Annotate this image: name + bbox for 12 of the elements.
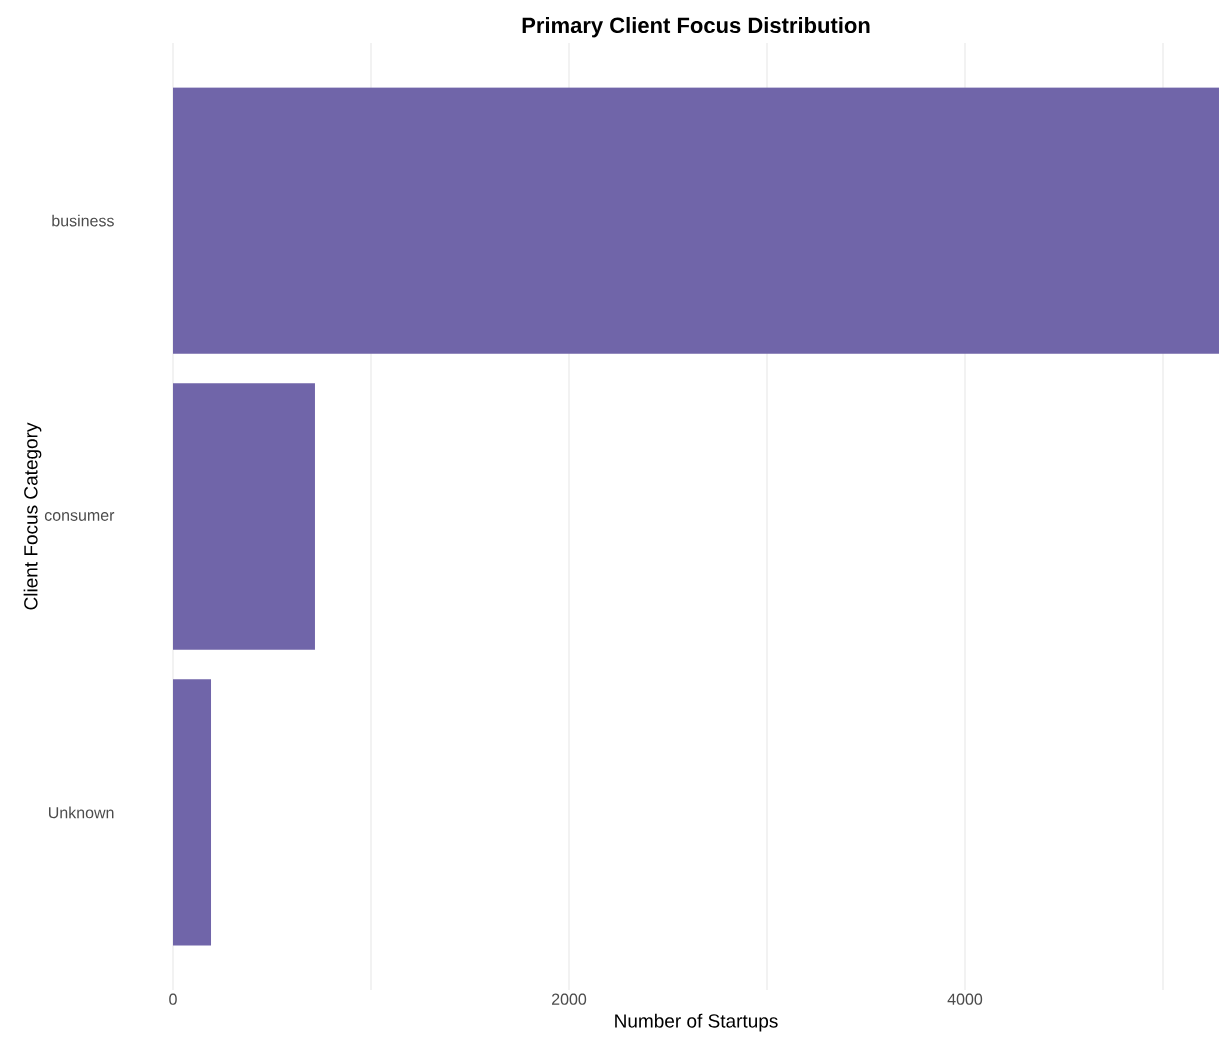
- bar: [173, 383, 315, 650]
- x-tick-label: 4000: [947, 993, 983, 1005]
- x-tick-label: 2000: [552, 993, 587, 1005]
- bar: [173, 679, 212, 946]
- y-tick-label: consumer: [44, 512, 115, 521]
- x-axis-title: Number of Startups: [615, 1013, 778, 1032]
- y-tick-label: business: [52, 214, 114, 227]
- x-tick-label: 0: [169, 993, 177, 1005]
- y-axis-title: Client Focus Category: [23, 422, 42, 610]
- chart-title: Primary Client Focus Distribution: [522, 16, 870, 38]
- y-tick-label: Unknown: [49, 806, 114, 819]
- bar: [173, 87, 1219, 354]
